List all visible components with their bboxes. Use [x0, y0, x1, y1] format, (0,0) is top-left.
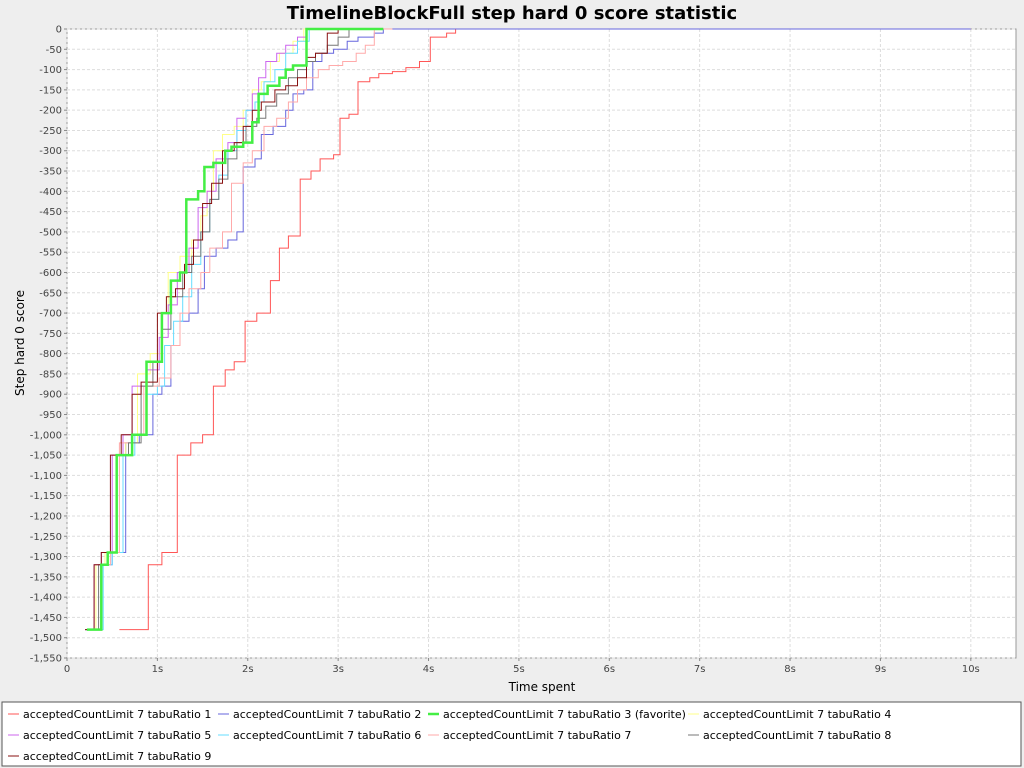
y-tick-label: -1,400 — [30, 593, 62, 604]
y-axis-label: Step hard 0 score — [13, 290, 27, 396]
x-tick-label: 1s — [152, 664, 164, 675]
y-tick-label: -600 — [39, 268, 62, 279]
y-tick-label: -1,250 — [30, 532, 62, 543]
series-line-8 — [85, 28, 384, 631]
y-tick-label: -500 — [39, 227, 62, 238]
x-tick-label: 10s — [962, 664, 980, 675]
x-tick-label: 5s — [513, 664, 525, 675]
series-line-9 — [85, 28, 375, 631]
y-tick-label: -800 — [39, 349, 62, 360]
y-tick-label: -100 — [39, 65, 62, 76]
legend: acceptedCountLimit 7 tabuRatio 1 accepted… — [8, 708, 891, 763]
y-tick-label: -300 — [39, 146, 62, 157]
legend-box — [1, 701, 1022, 767]
series-line-3 — [86, 27, 384, 631]
legend-label: acceptedCountLimit 7 tabuRatio 2 — [233, 708, 421, 721]
y-axis: 0 -50 -100 -150 -200 -250 -300 -350 -400 -450 -500… — [30, 25, 67, 665]
y-tick-label: -700 — [39, 309, 62, 320]
x-tick-label: 0 — [64, 664, 70, 675]
y-tick-label: -1,550 — [30, 654, 62, 665]
series-line-2 — [85, 28, 971, 631]
y-tick-label: -1,200 — [30, 511, 62, 522]
x-tick-label: 7s — [694, 664, 706, 675]
legend-label: acceptedCountLimit 7 tabuRatio 5 — [23, 729, 211, 742]
x-axis-label: Time spent — [508, 680, 576, 694]
legend-label: acceptedCountLimit 7 tabuRatio 4 — [703, 708, 891, 721]
y-tick-label: -650 — [39, 288, 62, 299]
y-tick-label: -400 — [39, 187, 62, 198]
y-tick-label: -250 — [39, 126, 62, 137]
plot-area — [66, 28, 1017, 659]
y-tick-label: -1,350 — [30, 572, 62, 583]
y-tick-label: -1,000 — [30, 430, 62, 441]
series-line-4 — [85, 28, 384, 631]
x-tick-label: 3s — [332, 664, 344, 675]
y-tick-label: -1,500 — [30, 633, 62, 644]
y-tick-label: -350 — [39, 167, 62, 178]
chart-title: TimelineBlockFull step hard 0 score stat… — [287, 3, 737, 24]
y-tick-label: -1,300 — [30, 552, 62, 563]
x-tick-label: 2s — [242, 664, 254, 675]
y-tick-label: -750 — [39, 329, 62, 340]
x-tick-label: 6s — [603, 664, 615, 675]
y-tick-label: -1,150 — [30, 491, 62, 502]
legend-label: acceptedCountLimit 7 tabuRatio 9 — [23, 750, 211, 763]
y-tick-label: -1,050 — [30, 451, 62, 462]
series-line-5 — [86, 28, 384, 631]
series-line-1 — [119, 28, 971, 631]
y-tick-label: -50 — [46, 45, 62, 56]
y-tick-label: -450 — [39, 207, 62, 218]
y-tick-label: -1,100 — [30, 471, 62, 482]
legend-label: acceptedCountLimit 7 tabuRatio 6 — [233, 729, 421, 742]
x-tick-label: 4s — [423, 664, 435, 675]
legend-label: acceptedCountLimit 7 tabuRatio 3 (favori… — [443, 708, 686, 721]
y-tick-label: -950 — [39, 410, 62, 421]
series-lines — [85, 27, 971, 631]
legend-label: acceptedCountLimit 7 tabuRatio 7 — [443, 729, 631, 742]
y-tick-label: -550 — [39, 248, 62, 259]
legend-label: acceptedCountLimit 7 tabuRatio 8 — [703, 729, 891, 742]
x-tick-label: 8s — [784, 664, 796, 675]
x-tick-label: 9s — [875, 664, 887, 675]
x-axis: 0 1s 2s 3s 4s 5s 6s 7s 8s 9s 10s — [64, 658, 980, 675]
grid-lines — [66, 28, 1016, 659]
y-tick-label: -900 — [39, 390, 62, 401]
y-tick-label: -1,450 — [30, 613, 62, 624]
y-tick-label: -850 — [39, 369, 62, 380]
legend-label: acceptedCountLimit 7 tabuRatio 1 — [23, 708, 211, 721]
y-tick-label: 0 — [56, 25, 62, 36]
y-tick-label: -150 — [39, 85, 62, 96]
y-tick-label: -200 — [39, 106, 62, 117]
